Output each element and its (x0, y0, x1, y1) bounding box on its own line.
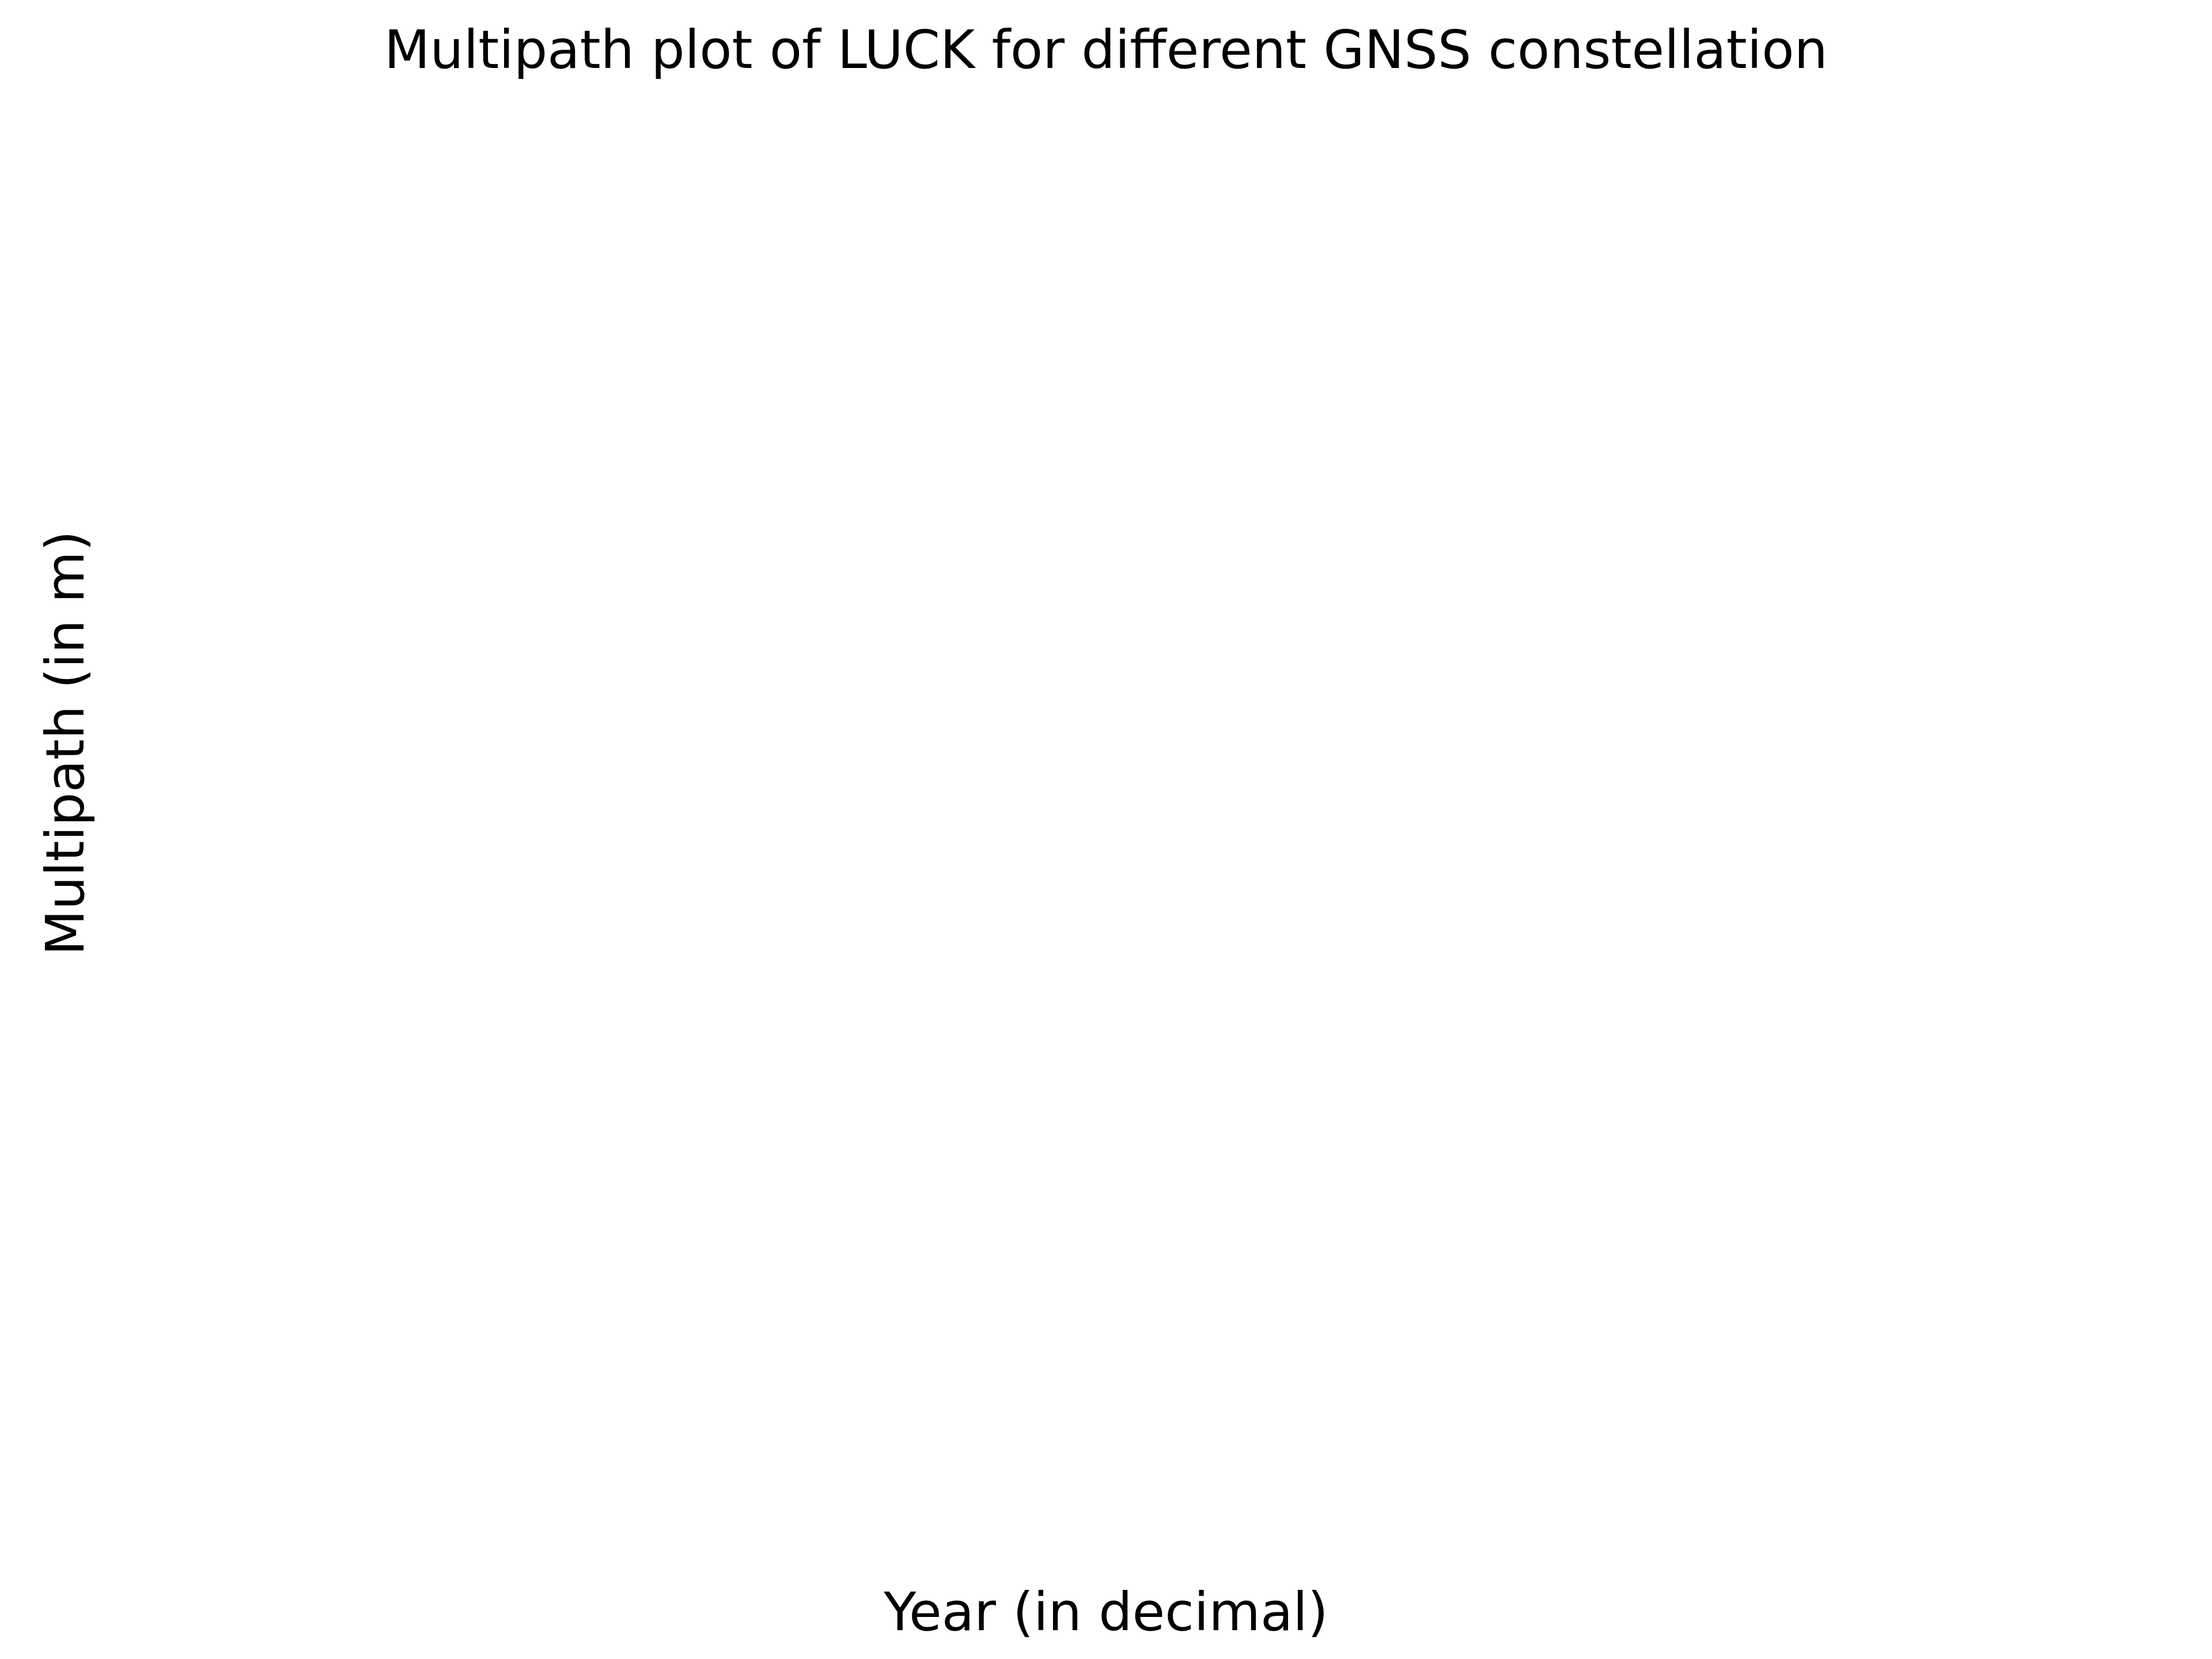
figure-title: Multipath plot of LUCK for different GNS… (384, 19, 1828, 81)
y-axis-label: Multipath (in m) (35, 531, 96, 956)
x-axis-label: Year (in decimal) (883, 1581, 1328, 1643)
